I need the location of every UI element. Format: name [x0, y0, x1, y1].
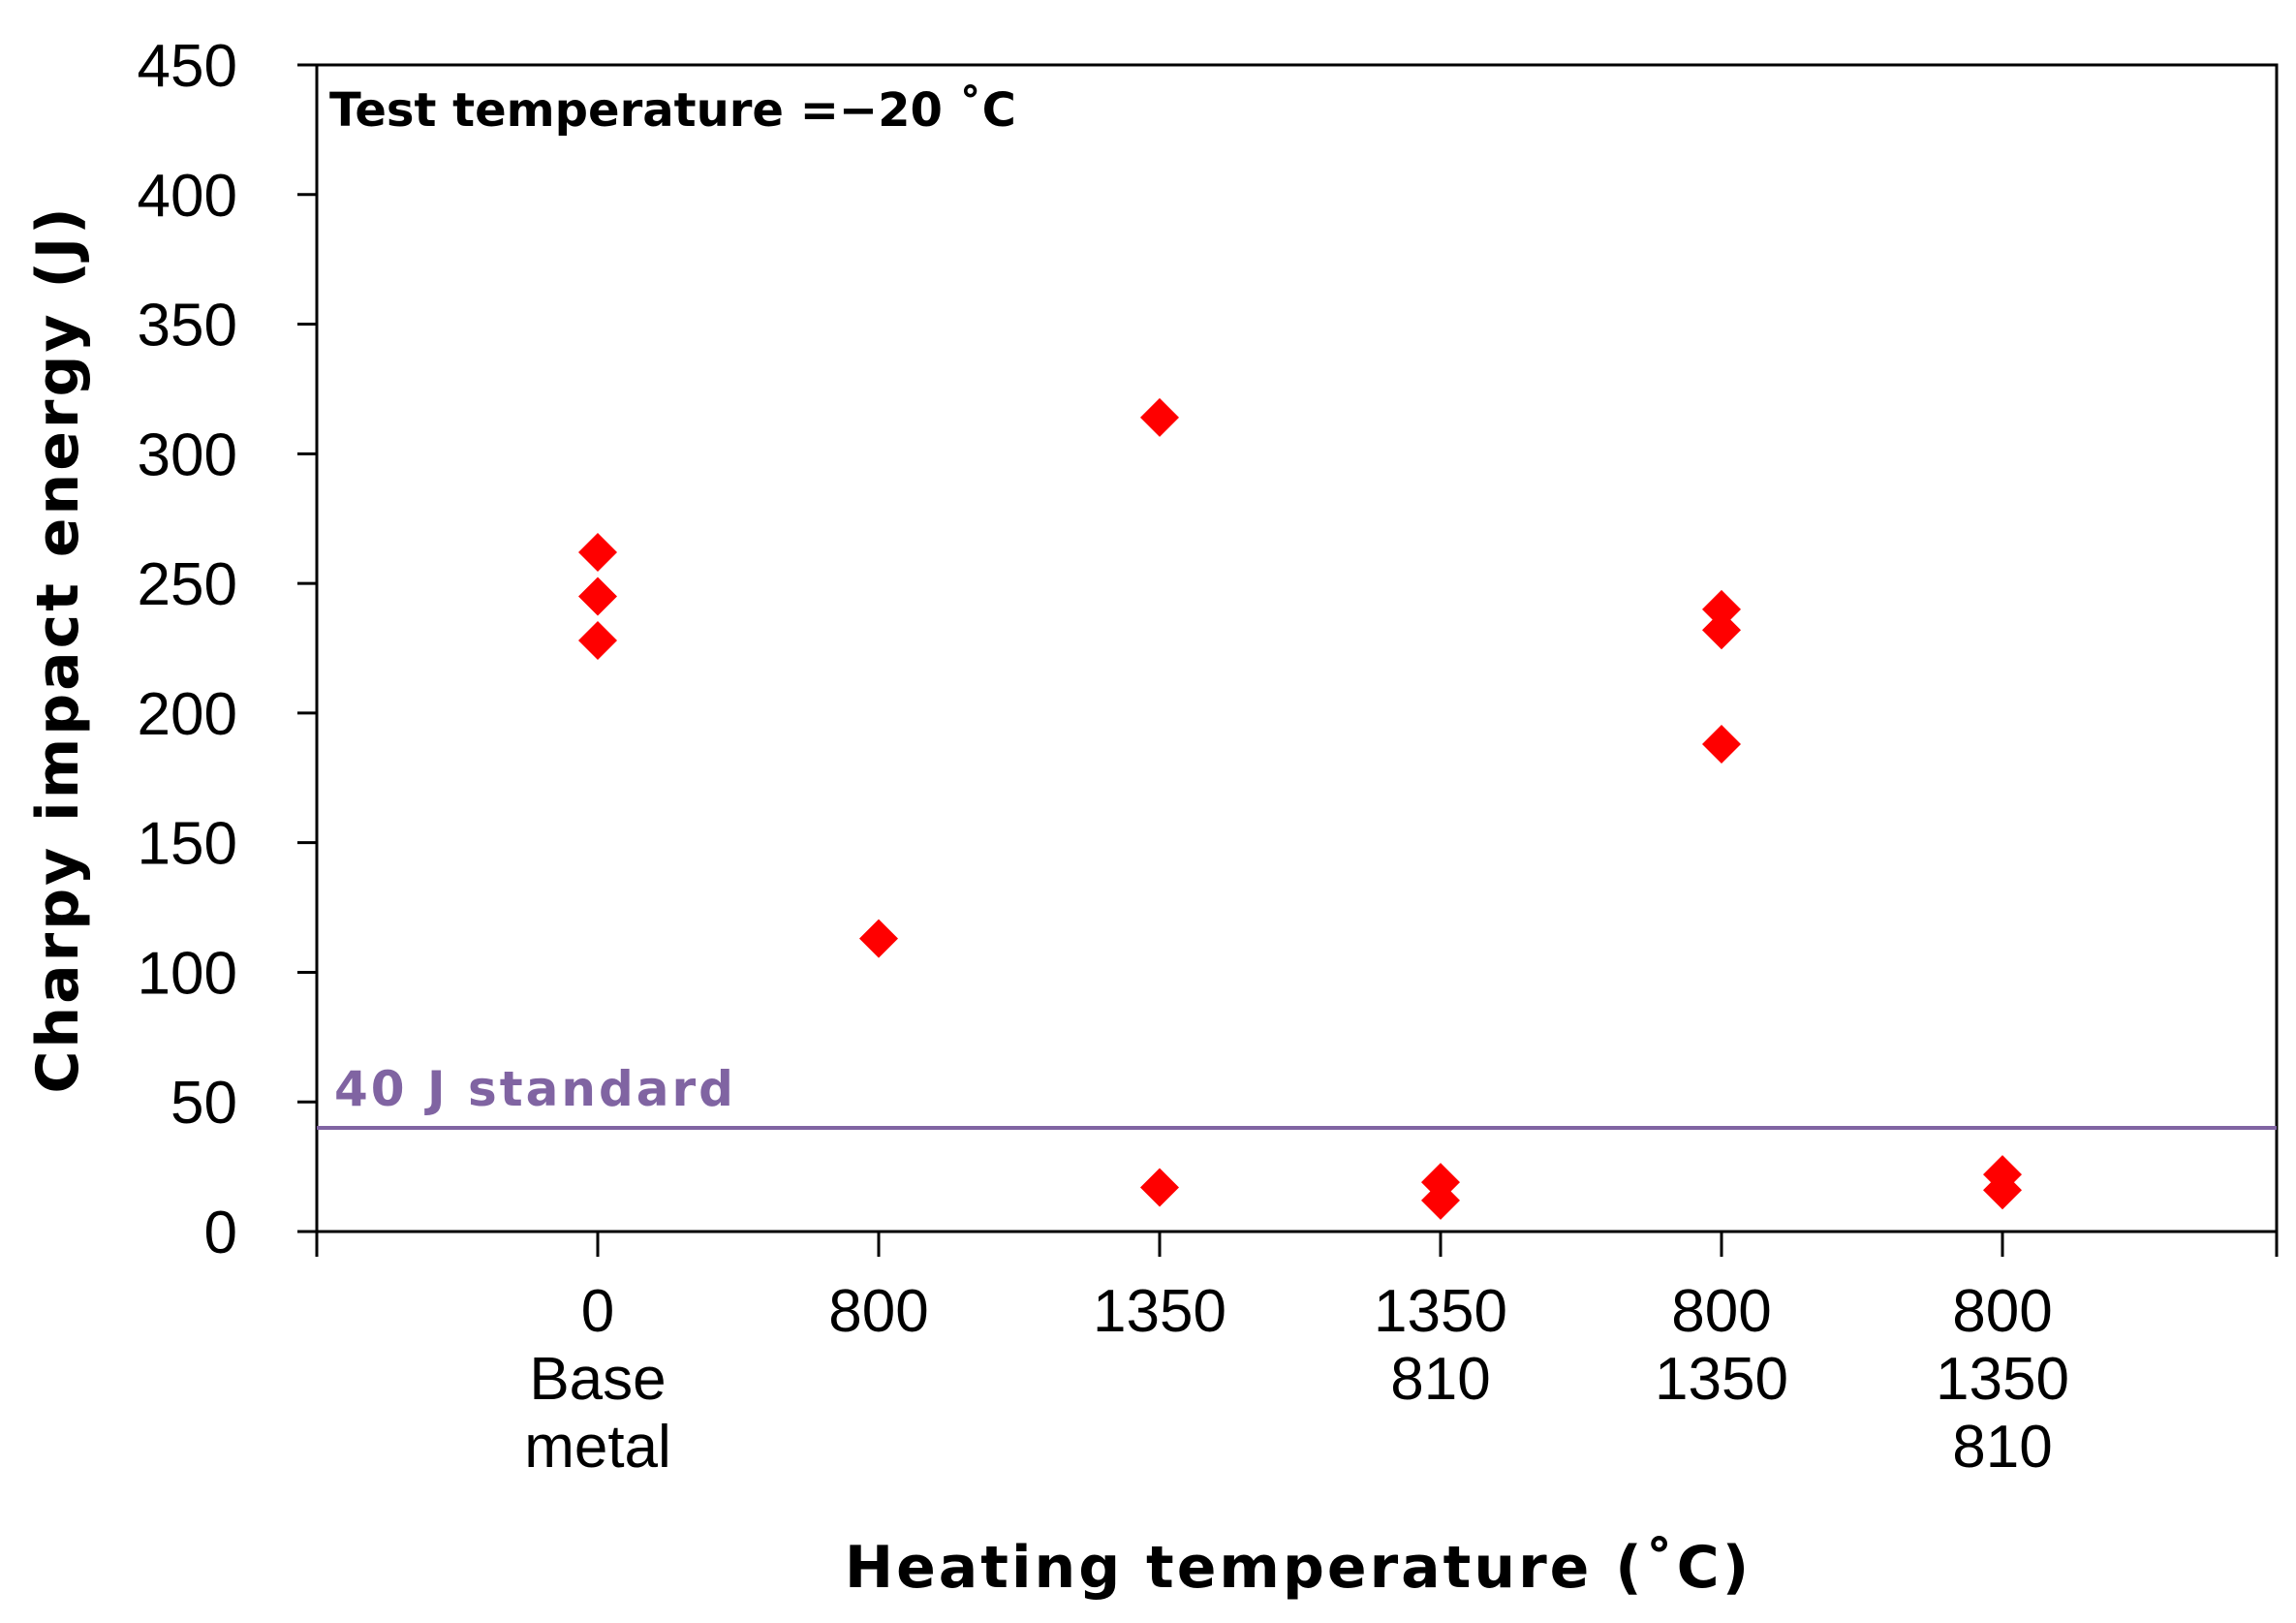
x-category-label-line: 800 [1671, 1278, 1771, 1345]
y-tick-label: 0 [204, 1200, 237, 1266]
y-axis: 0 50 100 150 200 250 300 350 400 450 [138, 33, 317, 1266]
data-point [1140, 397, 1179, 437]
y-tick-label: 200 [138, 681, 237, 748]
x-category-label-line: 0 [581, 1278, 614, 1345]
x-category-label-line: 1350 [1093, 1278, 1226, 1345]
x-category-label-line: 800 [828, 1278, 928, 1345]
x-category-label: 800 1350 810 [1936, 1278, 2069, 1481]
data-point [1702, 724, 1741, 764]
y-tick-label: 450 [138, 33, 237, 100]
x-axis-title: Heating temperature (˚C) [845, 1534, 1752, 1602]
x-category-label: 0 Base metal [524, 1278, 671, 1481]
x-category-label: 800 1350 [1655, 1278, 1788, 1413]
x-category-label-line: 800 [1952, 1278, 2052, 1345]
y-tick-label: 250 [138, 551, 237, 618]
data-point [578, 533, 617, 573]
y-axis-title: Charpy impact energy (J) [24, 204, 92, 1093]
plot-frame [315, 63, 2279, 1233]
data-point [578, 620, 617, 660]
data-point [1702, 610, 1741, 650]
x-category-label-line: Base [529, 1346, 666, 1413]
x-category-label-line: 1350 [1374, 1278, 1507, 1345]
data-point [859, 919, 898, 958]
data-points [578, 397, 2022, 1220]
x-category-label: 800 [828, 1278, 928, 1345]
y-tick-label: 400 [138, 163, 237, 230]
data-point [1983, 1170, 2022, 1210]
y-tick-label: 300 [138, 421, 237, 488]
data-point [1140, 1168, 1179, 1207]
y-tick-label: 100 [138, 940, 237, 1007]
data-point [1702, 589, 1741, 629]
y-tick-label: 50 [171, 1070, 237, 1137]
y-tick-label: 350 [138, 293, 237, 359]
x-category-label-line: 810 [1390, 1346, 1490, 1413]
data-point [1421, 1180, 1460, 1220]
x-category-label-line: 1350 [1936, 1346, 2069, 1413]
y-tick-label: 150 [138, 811, 237, 878]
reference-line-group: 40 J standard [317, 1061, 2277, 1130]
x-category-label-line: 1350 [1655, 1346, 1788, 1413]
reference-line-label: 40 J standard [334, 1061, 736, 1117]
x-category-label-line: metal [524, 1414, 671, 1481]
x-category-label: 1350 810 [1374, 1278, 1507, 1413]
data-point [578, 577, 617, 616]
x-category-label-line: 810 [1952, 1414, 2052, 1481]
test-temperature-annotation: Test temperature =−20 ˚C [329, 83, 1016, 138]
plot-border [315, 63, 2279, 1233]
x-category-label: 1350 [1093, 1278, 1226, 1345]
